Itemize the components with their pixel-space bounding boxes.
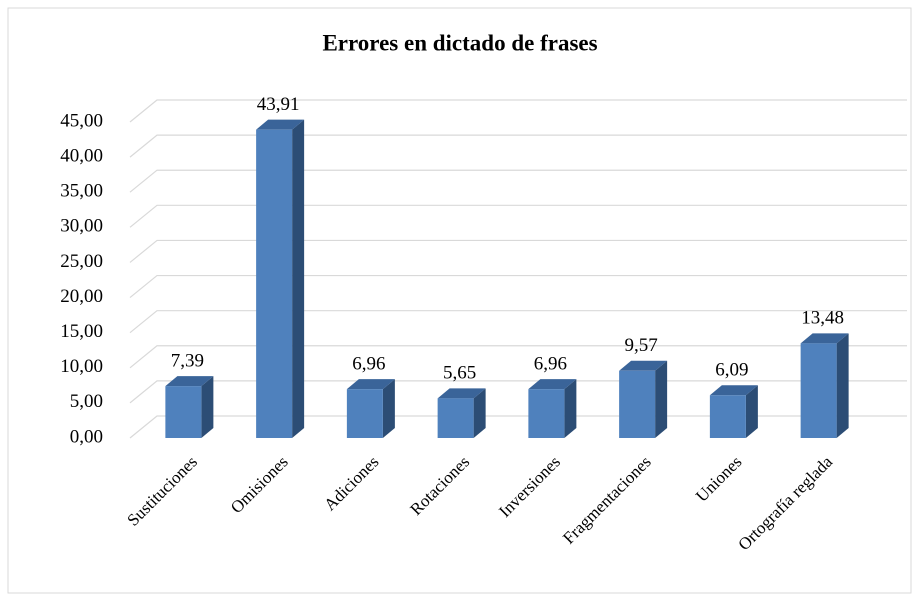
bar-top (619, 360, 668, 371)
chart-border (7, 7, 912, 594)
bar (619, 370, 656, 438)
data-label: 13,48 (801, 308, 844, 329)
bar-top (528, 379, 577, 390)
chart-title: Errores en dictado de frases (322, 30, 597, 55)
y-tick-label: 10,00 (60, 356, 103, 377)
bar (165, 386, 202, 438)
bar-top (165, 376, 214, 387)
bar-top (437, 388, 486, 399)
grid-line (129, 99, 907, 123)
bar-side (382, 379, 395, 438)
data-label: 7,39 (171, 350, 204, 371)
bar-top (256, 119, 305, 130)
y-tick-label: 30,00 (60, 216, 103, 237)
data-label: 6,96 (352, 353, 385, 374)
grid-line (129, 204, 907, 228)
bar-side (292, 119, 305, 438)
y-tick-label: 5,00 (70, 391, 103, 412)
bar (256, 129, 293, 438)
y-tick-label: 15,00 (60, 321, 103, 342)
bar (528, 389, 565, 438)
bar (800, 343, 837, 438)
bar-side (655, 360, 668, 438)
grid-line (129, 310, 907, 334)
grid-line (129, 239, 907, 263)
y-tick-label: 25,00 (60, 251, 103, 272)
bar-side (745, 385, 758, 438)
data-label: 43,91 (257, 94, 300, 115)
y-tick-label: 45,00 (60, 110, 103, 131)
grid-line (129, 345, 907, 369)
grid-line (129, 274, 907, 299)
y-tick-label: 35,00 (60, 181, 103, 202)
bar-side (201, 376, 214, 438)
bar-top (709, 385, 758, 396)
y-tick-label: 0,00 (70, 426, 103, 447)
bar-top (800, 333, 849, 344)
grid-line (129, 169, 907, 193)
bar-side (564, 379, 577, 438)
y-tick-label: 20,00 (60, 286, 103, 307)
bar-top (346, 379, 395, 390)
bar (437, 398, 474, 438)
data-label: 9,57 (625, 335, 658, 356)
bar-side (836, 333, 849, 438)
data-label: 5,65 (443, 363, 476, 384)
grid-line (129, 134, 907, 158)
bar (709, 395, 746, 438)
data-label: 6,09 (715, 360, 748, 381)
data-label: 6,96 (534, 353, 567, 374)
y-tick-label: 40,00 (60, 145, 103, 166)
bar-side (473, 388, 486, 438)
bar (346, 389, 383, 438)
